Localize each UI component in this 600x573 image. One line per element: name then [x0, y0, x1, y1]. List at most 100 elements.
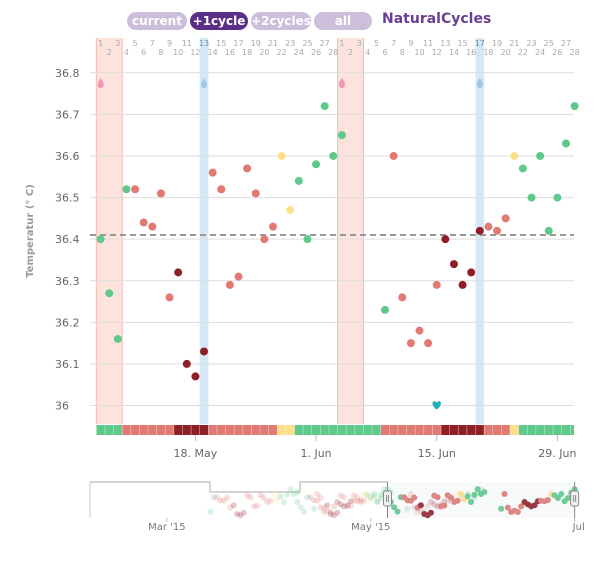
tab-plus-2-cycles[interactable]: +2cycles	[251, 12, 311, 30]
navigator-point	[391, 504, 398, 511]
navigator-point-history	[357, 499, 364, 505]
navigator-point-history	[337, 492, 344, 499]
navigator-point-history	[320, 509, 327, 515]
temperature-point	[96, 235, 105, 244]
day-status-segment	[509, 425, 519, 435]
cycle-day-number: 10	[173, 48, 183, 57]
temperature-point	[200, 347, 209, 356]
temperature-point	[562, 139, 570, 148]
navigator-point-history	[431, 501, 438, 508]
y-tick-label: 36.8	[55, 67, 80, 80]
y-tick-label: 36.2	[55, 316, 80, 329]
day-status-segment	[441, 425, 485, 435]
tab-plus-1-cycle[interactable]: +1cycle	[190, 12, 248, 30]
navigator-point	[447, 494, 454, 501]
tab-current[interactable]: current	[127, 12, 187, 30]
navigator-left-handle[interactable]	[382, 490, 392, 507]
temperature-point	[493, 226, 502, 235]
navigator-point-history	[210, 494, 217, 501]
navigator-point	[411, 494, 418, 501]
navigator-point-history	[351, 497, 358, 504]
blue-drop-marker	[201, 78, 208, 88]
temperature-point	[225, 280, 234, 289]
cycle-day-number: 7	[150, 39, 155, 48]
cycle-day-number: 13	[440, 39, 450, 48]
cycle-day-number: 20	[501, 48, 511, 57]
temperature-point	[303, 235, 312, 244]
navigator-point-history	[307, 494, 314, 501]
cycle-day-number: 4	[365, 48, 370, 57]
temperature-point	[570, 102, 579, 111]
cycle-day-number: 19	[251, 39, 261, 48]
temperature-point	[406, 339, 415, 348]
temperature-chart[interactable]: 3636.136.236.336.436.536.636.736.8Temper…	[0, 36, 600, 476]
navigator-point-history	[341, 494, 348, 501]
navigator-point	[427, 509, 434, 516]
navigator-point-history	[274, 496, 281, 503]
y-tick-label: 36.1	[55, 358, 80, 371]
navigator-point-history	[260, 494, 267, 501]
range-navigator[interactable]: Mar '15 May '15 Jul	[0, 478, 600, 538]
temperature-point	[458, 280, 467, 289]
day-status-segment	[380, 425, 442, 435]
cycle-day-number: 4	[124, 48, 129, 57]
x-tick-label: 15. Jun	[418, 447, 456, 460]
navigator-outline	[90, 481, 388, 493]
navigator-point-history	[367, 495, 374, 501]
navigator-point	[454, 497, 461, 504]
cycle-day-number: 3	[115, 39, 120, 48]
temperature-point	[337, 131, 346, 140]
cycle-day-number: 15	[457, 39, 467, 48]
navigator-point-history	[220, 497, 227, 504]
temperature-point	[294, 176, 303, 185]
navigator-point-history	[277, 493, 284, 500]
navigator-point-history	[207, 508, 214, 515]
navigator-point-history	[354, 494, 361, 501]
navigator-point-history	[270, 491, 277, 497]
navigator-point-history	[314, 497, 321, 504]
temperature-point	[544, 226, 553, 235]
cycle-day-number: 6	[382, 48, 387, 57]
navigator-point-history	[324, 502, 331, 509]
navigator-point-history	[247, 494, 254, 501]
y-tick-label: 36.4	[55, 233, 80, 246]
navigator-point-history	[374, 499, 381, 505]
navigator-point-history	[334, 499, 341, 505]
temperature-point	[148, 222, 157, 231]
y-tick-label: 36	[55, 400, 69, 413]
temperature-point	[260, 235, 269, 244]
day-status-segment	[518, 425, 574, 435]
cycle-day-number: 24	[294, 48, 304, 57]
cycle-day-number: 2	[348, 48, 353, 57]
temperature-point	[234, 272, 243, 281]
y-tick-label: 36.3	[55, 275, 80, 288]
temperature-point	[182, 359, 191, 368]
period-band	[337, 38, 364, 424]
navigator-point-history	[364, 492, 371, 499]
temperature-point	[389, 151, 398, 160]
ovulation-band	[199, 38, 209, 424]
navigator-point-history	[371, 491, 378, 497]
temperature-point	[484, 222, 493, 231]
navigator-right-handle[interactable]	[570, 490, 580, 507]
navigator-point-history	[257, 492, 264, 499]
blue-drop-marker	[476, 78, 483, 88]
navigator-point-history	[237, 512, 244, 519]
period-band	[96, 38, 123, 424]
temperature-point	[268, 222, 277, 231]
temperature-point	[113, 334, 122, 343]
tab-all[interactable]: all	[314, 12, 372, 30]
navigator-point-history	[347, 502, 354, 509]
cycle-day-number: 8	[158, 48, 163, 57]
cycle-day-number: 27	[561, 39, 571, 48]
navigator-point-history	[287, 486, 294, 493]
navigator-point	[501, 491, 508, 497]
cycle-day-number: 5	[374, 39, 379, 48]
navigator-point	[458, 491, 465, 497]
cycle-day-number: 15	[216, 39, 226, 48]
cycle-day-number: 3	[357, 39, 362, 48]
navigator-point-history	[331, 512, 337, 519]
cycle-day-number: 22	[518, 48, 528, 57]
day-status-segment	[484, 425, 510, 435]
cycle-day-number: 10	[414, 48, 424, 57]
